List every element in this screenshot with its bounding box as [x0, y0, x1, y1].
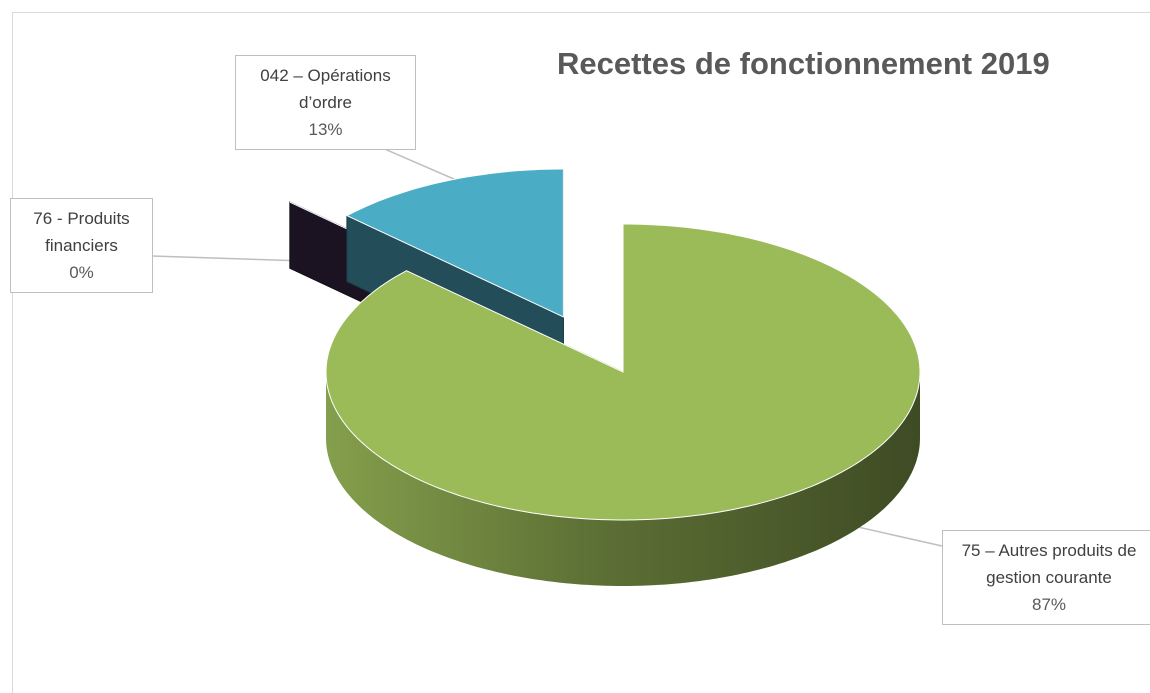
label-category: 042 – Opérations d’ordre [260, 66, 391, 112]
data-label: 042 – Opérations d’ordre 13% [235, 55, 416, 150]
chart [151, 146, 943, 586]
data-label: 75 – Autres produits de gestion courante… [942, 530, 1150, 625]
pie [289, 168, 921, 586]
label-value: 87% [1031, 595, 1067, 614]
slice [325, 223, 921, 521]
label-value: 0% [69, 263, 94, 282]
data-label: 76 - Produits financiers 0% [10, 198, 153, 293]
label-category: 76 - Produits financiers [33, 209, 130, 255]
slice [345, 168, 564, 318]
label-value: 13% [308, 120, 343, 139]
page: Recettes de fonctionnement 2019 75 – Aut… [10, 12, 1150, 693]
slice-wall [326, 372, 920, 586]
chart-title: Recettes de fonctionnement 2019 [557, 46, 1050, 81]
label-category: 75 – Autres produits de gestion courante [961, 541, 1137, 587]
chart-frame [12, 12, 1150, 693]
